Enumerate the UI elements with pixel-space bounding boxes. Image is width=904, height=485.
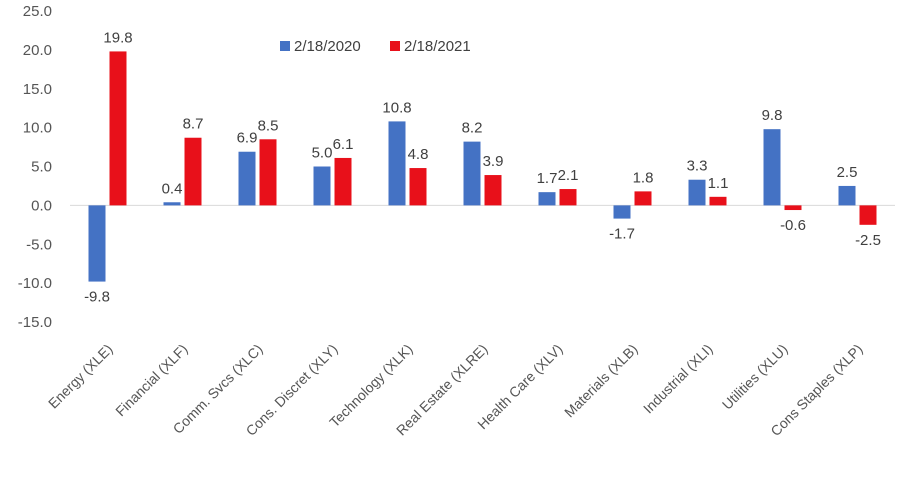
data-label: 19.8	[103, 29, 132, 46]
data-label: 8.2	[462, 120, 483, 137]
legend-label: 2/18/2021	[404, 38, 471, 55]
data-label: 3.3	[687, 158, 708, 175]
data-label: 6.1	[333, 136, 354, 153]
category-label: Energy (XLE)	[45, 341, 116, 412]
legend-swatch	[280, 41, 290, 51]
data-label: 8.5	[258, 117, 279, 134]
data-label: -0.6	[780, 217, 806, 234]
legend: 2/18/2020 2/18/2021	[280, 38, 471, 55]
y-axis: 25.0 20.0 15.0 10.0 5.0 0.0 -5.0 -10.0 -15.0	[18, 3, 52, 331]
category-label: Industrial (XLI)	[640, 341, 716, 417]
data-label: 1.7	[537, 170, 558, 187]
data-label: 1.8	[633, 169, 654, 186]
data-label: 5.0	[312, 145, 333, 162]
bar-2021-8	[709, 196, 727, 206]
data-label: 8.7	[183, 116, 204, 133]
y-tick-label: 15.0	[23, 81, 52, 98]
bar-2020-7	[613, 205, 631, 219]
data-label: 3.9	[483, 153, 504, 170]
bar-2021-0	[109, 51, 127, 206]
data-label: -1.7	[609, 226, 635, 243]
bar-2020-3	[313, 166, 331, 206]
y-tick-label: 25.0	[23, 3, 52, 20]
y-tick-label: 10.0	[23, 120, 52, 137]
data-label: 2.1	[558, 167, 579, 184]
bar-2021-1	[184, 137, 202, 206]
data-label: -2.5	[855, 232, 881, 249]
bar-2021-9	[784, 205, 802, 211]
data-label: 0.4	[162, 180, 183, 197]
y-tick-label: 0.0	[31, 197, 52, 214]
data-labels: -9.8 19.8 0.4 8.7 6.98.5 5.06.1 10.8 4.8 8.23.9 1…	[84, 29, 881, 305]
bar-2021-2	[259, 139, 277, 206]
bar-2020-0	[88, 205, 106, 282]
y-tick-label: 20.0	[23, 42, 52, 59]
bar-2021-7	[634, 191, 652, 206]
data-label: 1.1	[708, 175, 729, 192]
bar-2021-6	[559, 189, 577, 206]
y-tick-label: 5.0	[31, 159, 52, 176]
data-label: 2.5	[837, 164, 858, 181]
bar-2020-6	[538, 192, 556, 206]
legend-swatch	[390, 41, 400, 51]
bar-2021-4	[409, 168, 427, 206]
category-label: Financial (XLF)	[112, 341, 190, 419]
category-labels: Energy (XLE)Financial (XLF)Comm. Svcs (X…	[45, 341, 866, 439]
bar-2021-5	[484, 175, 502, 206]
bar-2021-10	[859, 205, 877, 225]
data-label: -9.8	[84, 289, 110, 306]
bar-2020-5	[463, 141, 481, 206]
category-label: Utilities (XLU)	[719, 341, 791, 413]
bar-2021-3	[334, 157, 352, 206]
data-label: 10.8	[382, 99, 411, 116]
data-label: 4.8	[408, 146, 429, 163]
bar-2020-1	[163, 202, 181, 206]
bar-2020-2	[238, 151, 256, 206]
y-tick-label: -10.0	[18, 275, 52, 292]
y-tick-label: -15.0	[18, 314, 52, 331]
bar-2020-10	[838, 185, 856, 206]
bar-2020-9	[763, 129, 781, 206]
bar-2020-4	[388, 121, 406, 206]
y-tick-label: -5.0	[26, 236, 52, 253]
data-label: 9.8	[762, 107, 783, 124]
legend-label: 2/18/2020	[294, 38, 361, 55]
category-label: Materials (XLB)	[561, 341, 641, 421]
bar-2020-8	[688, 179, 706, 206]
data-label: 6.9	[237, 130, 258, 147]
bars	[88, 51, 877, 282]
